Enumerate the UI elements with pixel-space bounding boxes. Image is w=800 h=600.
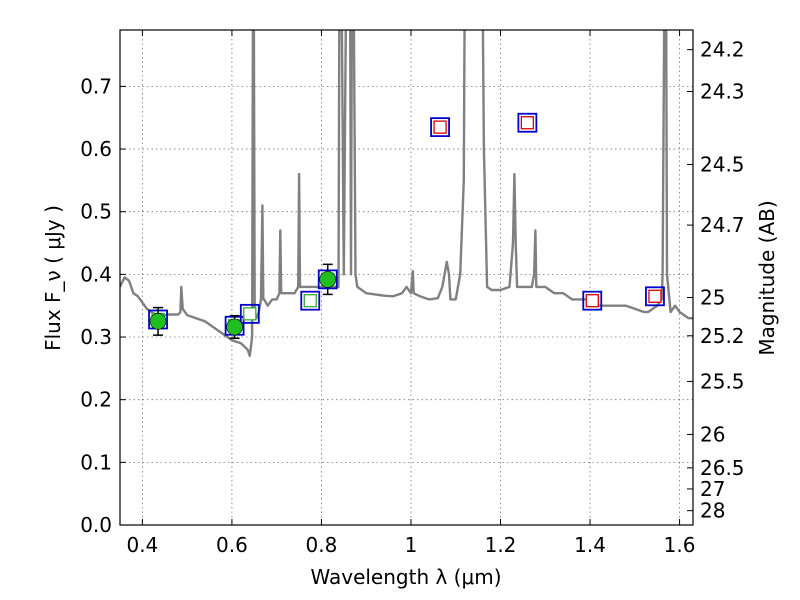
model-spectrum [120, 30, 693, 357]
model-photometry-box [517, 112, 538, 133]
model-photometry-box [430, 117, 450, 138]
axes: 0.4 0.6 0.8 1 1.2 1.4 1.6 0.0 0.1 0.2 0.3 0.4 0.5 0.6… [80, 30, 745, 557]
model-photometry-square [520, 116, 535, 130]
observed-point [149, 313, 167, 330]
y-tick-label: 0.4 [80, 262, 112, 286]
model-photometry-box [645, 286, 665, 307]
model-photometry-square [585, 294, 599, 308]
observed-point [319, 271, 337, 288]
right-tick-label: 25 [700, 286, 725, 310]
plot-frame [119, 29, 694, 526]
right-axis-title: Magnitude (AB) [755, 200, 779, 355]
y-axis-title: Flux F_ν ( μJy ) [41, 205, 65, 351]
right-tick-label: 25.5 [700, 369, 745, 393]
right-tick-label: 25.2 [700, 324, 745, 348]
right-tick-label: 24.7 [700, 213, 745, 237]
model-photometry-square [303, 294, 317, 308]
model-photometry-box [300, 290, 321, 311]
x-tick-label: 0.4 [126, 533, 158, 557]
right-tick-label: 26 [700, 422, 725, 446]
right-tick-label: 24.2 [700, 38, 745, 62]
x-tick-label: 0.8 [306, 533, 338, 557]
model-photometry-box [582, 290, 603, 311]
model-photometry-square [648, 289, 662, 303]
right-tick-label: 27 [700, 477, 725, 501]
y-tick-label: 0.5 [80, 200, 112, 224]
model-photometry-square [243, 307, 257, 321]
right-tick-label: 28 [700, 499, 725, 523]
photometry-markers [148, 112, 665, 340]
x-tick-label: 1.6 [664, 533, 696, 557]
model-photometry-box [239, 303, 260, 324]
grid-lines [120, 30, 693, 526]
right-tick-label: 24.5 [700, 152, 745, 176]
x-tick-label: 1 [405, 533, 418, 557]
y-tick-label: 0.6 [80, 137, 112, 161]
model-photometry-square [433, 120, 447, 134]
right-tick-label: 26.5 [700, 456, 745, 480]
y-tick-label: 0.1 [80, 450, 112, 474]
observed-point [226, 318, 243, 336]
x-tick-label: 1.4 [574, 533, 606, 557]
spectrum-line [120, 30, 693, 357]
y-tick-label: 0.0 [80, 513, 112, 537]
x-tick-label: 1.2 [485, 533, 517, 557]
y-tick-label: 0.7 [80, 74, 112, 98]
y-tick-label: 0.3 [80, 325, 112, 349]
x-axis-title: Wavelength λ (μm) [310, 565, 501, 589]
y-tick-label: 0.2 [80, 388, 112, 412]
x-tick-label: 0.6 [216, 533, 248, 557]
right-tick-label: 24.3 [700, 80, 745, 104]
